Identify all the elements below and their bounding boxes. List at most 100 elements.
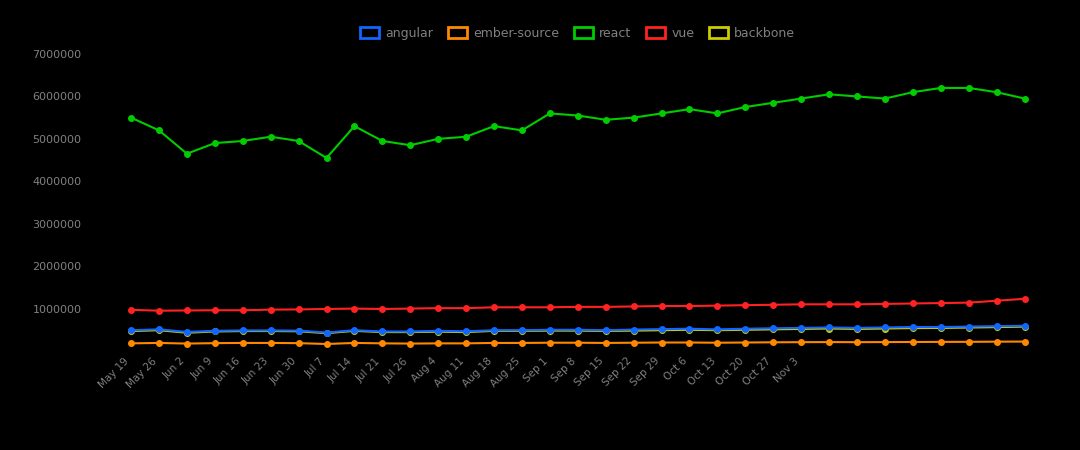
ember-source (376, 341, 389, 346)
backbone (320, 330, 333, 336)
vue (599, 304, 612, 310)
angular (1018, 323, 1031, 328)
ember-source (711, 340, 724, 346)
vue (543, 305, 556, 310)
backbone (906, 325, 919, 331)
vue (320, 306, 333, 312)
ember-source (208, 341, 221, 346)
angular (404, 329, 417, 334)
angular (515, 328, 528, 333)
react (432, 136, 445, 142)
vue (906, 301, 919, 306)
angular (851, 325, 864, 331)
angular (237, 328, 249, 333)
react (404, 143, 417, 148)
vue (934, 300, 947, 306)
ember-source (348, 340, 361, 346)
vue (208, 307, 221, 313)
vue (627, 304, 640, 309)
Line: ember-source: ember-source (129, 339, 1027, 347)
Line: angular: angular (129, 323, 1027, 335)
angular (795, 325, 808, 331)
ember-source (237, 340, 249, 346)
Line: vue: vue (129, 296, 1027, 314)
backbone (934, 325, 947, 331)
vue (348, 306, 361, 311)
backbone (571, 328, 584, 333)
angular (460, 328, 473, 334)
ember-source (934, 339, 947, 345)
vue (376, 306, 389, 312)
backbone (404, 329, 417, 335)
angular (711, 327, 724, 332)
ember-source (878, 339, 891, 345)
ember-source (1018, 339, 1031, 344)
ember-source (543, 340, 556, 346)
ember-source (767, 340, 780, 345)
backbone (851, 326, 864, 332)
angular (376, 329, 389, 334)
vue (432, 306, 445, 311)
ember-source (990, 339, 1003, 344)
vue (1018, 296, 1031, 302)
angular (990, 324, 1003, 329)
backbone (962, 325, 975, 330)
vue (878, 301, 891, 306)
react (124, 115, 137, 120)
Legend: angular, ember-source, react, vue, backbone: angular, ember-source, react, vue, backb… (355, 22, 800, 45)
backbone (432, 329, 445, 334)
backbone (515, 328, 528, 333)
angular (683, 326, 696, 331)
backbone (1018, 324, 1031, 329)
react (711, 111, 724, 116)
ember-source (404, 341, 417, 346)
backbone (878, 326, 891, 331)
react (208, 140, 221, 146)
backbone (124, 328, 137, 334)
backbone (739, 327, 752, 333)
vue (237, 307, 249, 313)
vue (851, 302, 864, 307)
angular (599, 328, 612, 333)
react (515, 128, 528, 133)
backbone (265, 328, 278, 334)
ember-source (627, 340, 640, 346)
backbone (152, 328, 165, 333)
ember-source (571, 340, 584, 346)
ember-source (599, 340, 612, 346)
ember-source (962, 339, 975, 345)
backbone (683, 327, 696, 333)
react (851, 94, 864, 99)
angular (180, 329, 193, 335)
vue (656, 303, 669, 309)
ember-source (906, 339, 919, 345)
react (795, 96, 808, 101)
react (934, 85, 947, 90)
ember-source (515, 340, 528, 346)
angular (208, 328, 221, 333)
react (460, 134, 473, 140)
ember-source (823, 339, 836, 345)
backbone (180, 330, 193, 335)
react (571, 113, 584, 118)
angular (627, 327, 640, 332)
backbone (543, 328, 556, 333)
vue (404, 306, 417, 311)
vue (739, 302, 752, 308)
react (990, 90, 1003, 95)
angular (320, 330, 333, 335)
backbone (767, 327, 780, 332)
react (348, 123, 361, 129)
vue (823, 302, 836, 307)
backbone (627, 328, 640, 333)
angular (487, 328, 500, 333)
react (487, 123, 500, 129)
backbone (460, 329, 473, 335)
vue (683, 303, 696, 309)
react (1018, 96, 1031, 101)
vue (711, 303, 724, 308)
angular (124, 328, 137, 333)
ember-source (460, 341, 473, 346)
angular (543, 327, 556, 333)
vue (152, 308, 165, 313)
